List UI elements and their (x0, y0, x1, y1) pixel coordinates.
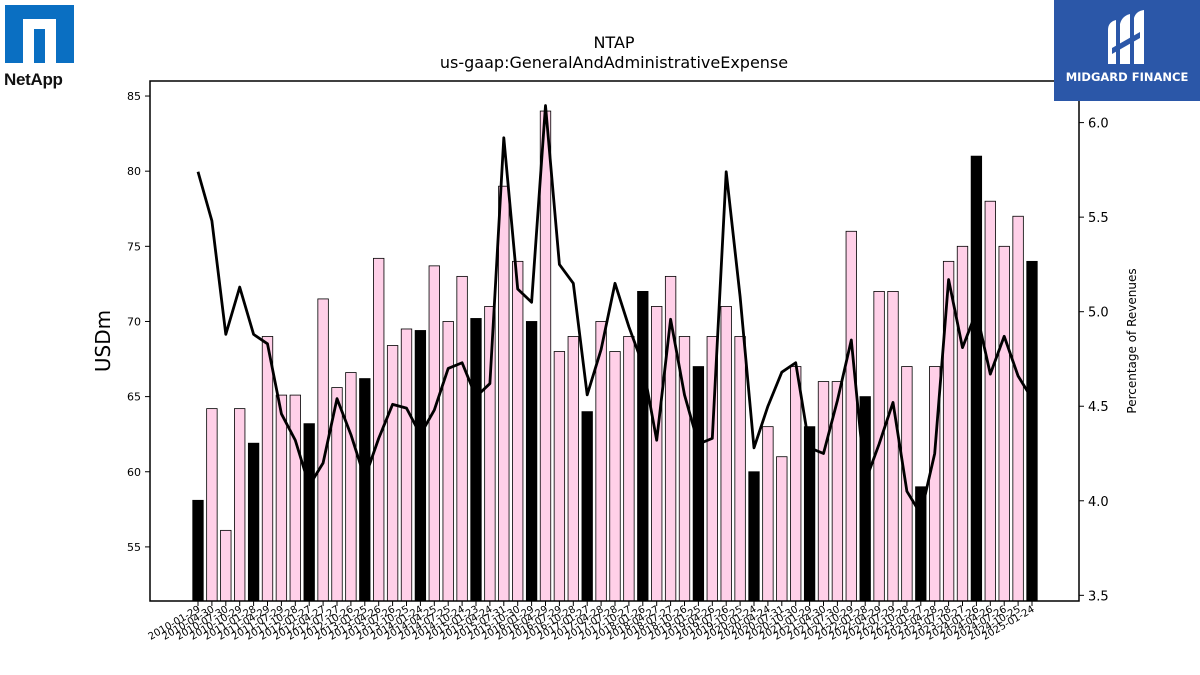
bar (470, 318, 482, 602)
bar (970, 155, 983, 602)
y-tick-label: 75 (127, 240, 141, 253)
y2-axis-label: Percentage of Revenues (1125, 268, 1139, 413)
bar (414, 330, 427, 602)
bar (581, 411, 593, 602)
bar (1026, 260, 1038, 602)
bar (456, 275, 468, 602)
bar (484, 306, 496, 602)
bar (748, 471, 760, 602)
y-axis-right: 3.5 4.0 4.5 5.0 5.5 6.0 (1079, 117, 1109, 604)
bar (553, 351, 566, 602)
y-tick-label: 85 (127, 90, 141, 103)
bar (998, 245, 1010, 602)
bar (400, 328, 413, 602)
midgard-m-icon (1108, 10, 1144, 64)
netapp-logo: NetApp (4, 4, 80, 94)
bar (442, 321, 454, 602)
bar (692, 366, 705, 602)
bar (428, 265, 440, 602)
bar (651, 306, 663, 602)
bar-series (192, 110, 1038, 602)
y2-tick-label: 6.0 (1088, 117, 1109, 132)
bar (206, 408, 218, 602)
y-tick-label: 65 (127, 391, 141, 404)
bar (345, 372, 357, 602)
bar (887, 290, 899, 602)
bar (623, 336, 635, 602)
bar (512, 260, 524, 602)
y-tick-label: 55 (127, 541, 141, 554)
bar (720, 306, 732, 602)
netapp-logo-text: NetApp (4, 70, 63, 89)
bar (859, 396, 871, 602)
y2-tick-label: 5.5 (1088, 211, 1109, 226)
bar (539, 110, 552, 602)
bar (734, 336, 746, 602)
y-tick-label: 80 (127, 165, 141, 178)
midgard-finance-logo: MIDGARD FINANCE (1054, 0, 1200, 101)
x-axis: 2010-01-292010-04-302010-07-302010-10-29… (147, 601, 1037, 643)
y-tick-label: 60 (127, 466, 141, 479)
bar (289, 394, 301, 602)
y-tick-label: 70 (127, 315, 141, 328)
midgard-logo-text: MIDGARD FINANCE (1065, 70, 1189, 84)
chart-title: NTAP (593, 33, 634, 52)
bar (498, 185, 510, 602)
bar (637, 290, 649, 602)
bar (762, 426, 774, 602)
bar (984, 200, 996, 602)
y2-tick-label: 4.5 (1088, 400, 1109, 415)
bar (1012, 215, 1024, 602)
bar (261, 336, 274, 602)
bar (234, 408, 246, 602)
bar (817, 381, 830, 602)
y2-tick-label: 5.0 (1088, 306, 1109, 321)
bar (386, 345, 399, 602)
bar (247, 442, 260, 602)
bar (956, 245, 969, 602)
bar (803, 426, 816, 602)
bar (275, 394, 288, 602)
chart-subtitle: us-gaap:GeneralAndAdministrativeExpense (440, 53, 788, 72)
y-axis-label: USDm (91, 310, 115, 372)
bar (776, 456, 788, 602)
netapp-n-icon (5, 5, 74, 63)
bar (845, 230, 857, 602)
bar (359, 378, 371, 602)
y2-tick-label: 3.5 (1088, 589, 1109, 604)
bar (220, 529, 232, 602)
bar (567, 336, 579, 602)
y2-tick-label: 4.0 (1088, 495, 1109, 510)
percentage-line (196, 104, 1034, 516)
y-axis-left: 55 60 65 70 75 80 85 (127, 90, 150, 554)
bar (790, 366, 802, 602)
bar (303, 423, 315, 602)
bar (525, 321, 538, 602)
bar (609, 351, 621, 602)
bar (192, 499, 204, 602)
